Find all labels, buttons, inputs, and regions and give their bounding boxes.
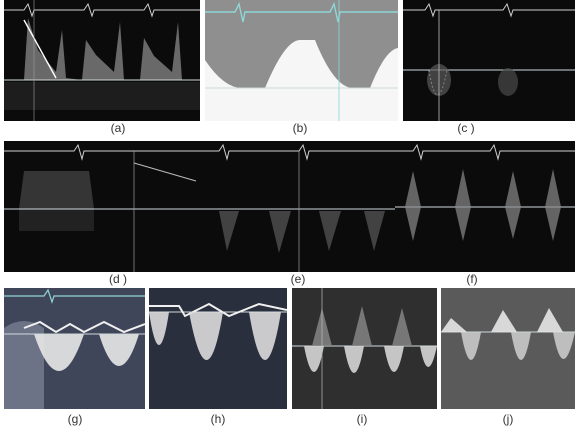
caption-j: (j) bbox=[502, 412, 514, 426]
panel-i bbox=[292, 288, 437, 409]
caption-b: (b) bbox=[292, 121, 308, 135]
caption-a: (a) bbox=[110, 121, 126, 135]
caption-c: (c ) bbox=[457, 121, 475, 135]
panel-g bbox=[4, 288, 145, 409]
caption-g: (g) bbox=[67, 412, 83, 426]
doppler-panel-c bbox=[403, 0, 575, 121]
panel-e bbox=[199, 141, 395, 272]
doppler-panel-e bbox=[199, 141, 395, 272]
panel-c bbox=[403, 0, 575, 121]
caption-h: (h) bbox=[210, 412, 226, 426]
doppler-panel-i bbox=[292, 288, 437, 409]
panel-a bbox=[4, 0, 200, 121]
doppler-panel-f bbox=[395, 141, 575, 272]
panel-f bbox=[395, 141, 575, 272]
panel-j bbox=[441, 288, 575, 409]
panel-d bbox=[4, 141, 199, 272]
doppler-panel-g bbox=[4, 288, 145, 409]
doppler-panel-j bbox=[441, 288, 575, 409]
doppler-panel-a bbox=[4, 0, 200, 121]
caption-f: (f) bbox=[466, 272, 478, 286]
doppler-panel-d bbox=[4, 141, 199, 272]
doppler-panel-b bbox=[205, 0, 398, 121]
panel-b bbox=[205, 0, 398, 121]
panel-h bbox=[149, 288, 287, 409]
doppler-panel-h bbox=[149, 288, 287, 409]
caption-e: (e) bbox=[290, 272, 306, 286]
caption-d: (d ) bbox=[109, 272, 127, 286]
caption-i: (i) bbox=[356, 412, 368, 426]
